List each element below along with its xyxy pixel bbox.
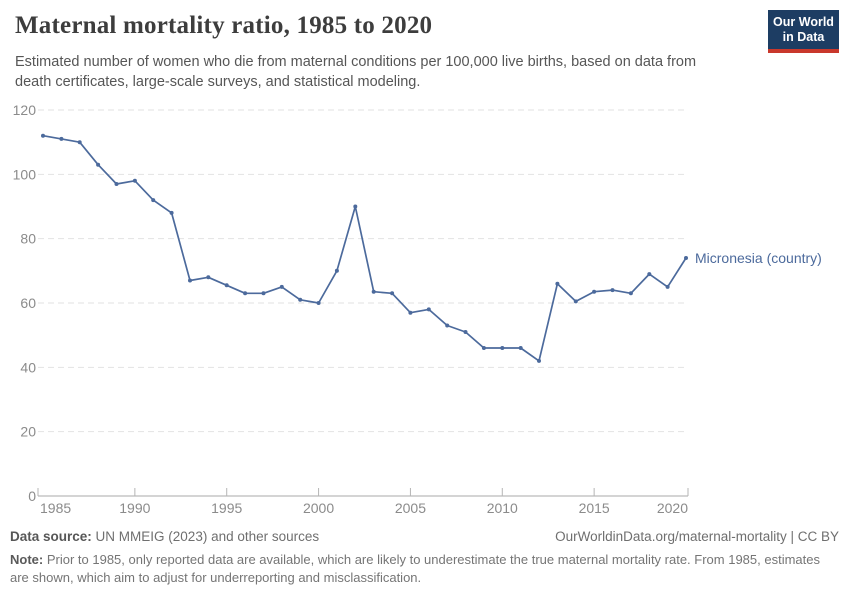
y-axis-label-80: 80 [20, 231, 36, 247]
y-axis-label-40: 40 [20, 359, 36, 375]
x-axis-label-1985: 1985 [40, 500, 71, 516]
data-point-1986[interactable] [59, 136, 64, 141]
y-axis-label-100: 100 [13, 166, 37, 182]
data-point-1988[interactable] [96, 162, 101, 167]
data-point-2020[interactable] [684, 256, 688, 260]
data-point-2000[interactable] [316, 301, 321, 305]
data-point-1999[interactable] [298, 297, 303, 302]
data-point-2012[interactable] [537, 358, 541, 363]
data-point-1987[interactable] [77, 140, 82, 145]
chart-title: Maternal mortality ratio, 1985 to 2020 [15, 12, 433, 39]
data-point-1993[interactable] [188, 278, 192, 283]
line-chart: 0 20 40 60 80 100 120 1985 1990 1995 2000 2005 2010 2… [13, 102, 822, 516]
data-point-2008[interactable] [463, 330, 468, 334]
data-point-1991[interactable] [151, 198, 156, 203]
x-axis-label-2020: 2020 [657, 500, 688, 516]
owid-logo[interactable]: Our World in Data [768, 10, 839, 53]
owid-link[interactable]: OurWorldinData.org/maternal-mortality | … [555, 529, 839, 544]
data-point-1992[interactable] [169, 210, 174, 215]
y-axis-label-20: 20 [20, 424, 36, 440]
x-axis-label-1990: 1990 [119, 500, 150, 516]
data-point-2015[interactable] [592, 289, 597, 294]
data-point-2005[interactable] [408, 310, 413, 315]
data-point-1998[interactable] [279, 284, 284, 289]
data-point-2003[interactable] [371, 289, 376, 294]
chart-subtitle: Estimated number of women who die from m… [15, 54, 697, 90]
owid-logo-text: Our World in Data [773, 15, 834, 44]
data-point-2002[interactable] [353, 204, 358, 209]
data-point-1990[interactable] [132, 178, 137, 183]
data-point-2014[interactable] [573, 299, 578, 304]
data-point-2006[interactable] [426, 307, 431, 312]
chart-footer: Data source: UN MMEIG (2023) and other s… [10, 529, 839, 544]
x-axis-label-2000: 2000 [303, 500, 334, 516]
x-axis-label-2015: 2015 [579, 500, 610, 516]
chart-note: Note: Prior to 1985, only reported data … [10, 552, 821, 586]
data-point-1985[interactable] [41, 133, 45, 138]
data-point-2007[interactable] [445, 323, 450, 328]
data-point-2019[interactable] [665, 284, 670, 289]
data-point-2018[interactable] [647, 272, 652, 277]
y-axis-label-120: 120 [13, 102, 37, 118]
x-axis-label-2010: 2010 [487, 500, 518, 516]
y-axis-label-60: 60 [20, 295, 36, 311]
data-point-2017[interactable] [628, 291, 633, 296]
y-axis-label-0: 0 [28, 488, 36, 504]
data-point-1996[interactable] [243, 291, 248, 296]
data-point-2011[interactable] [518, 346, 523, 350]
data-point-1989[interactable] [114, 182, 119, 186]
data-point-2001[interactable] [334, 268, 339, 273]
x-axis-label-2005: 2005 [395, 500, 426, 516]
data-point-2004[interactable] [390, 291, 395, 296]
data-point-2010[interactable] [500, 346, 505, 350]
owid-logo-red-bar [768, 49, 839, 53]
line-series [42, 134, 687, 362]
series-entity-label[interactable]: Micronesia (country) [695, 250, 822, 266]
data-source: Data source: UN MMEIG (2023) and other s… [10, 529, 320, 544]
data-point-1994[interactable] [206, 275, 211, 280]
data-point-2013[interactable] [555, 281, 560, 286]
data-point-1995[interactable] [224, 283, 229, 288]
data-point-2009[interactable] [481, 346, 486, 350]
x-axis-label-1995: 1995 [211, 500, 242, 516]
data-point-1997[interactable] [261, 291, 266, 296]
data-point-2016[interactable] [610, 288, 615, 293]
